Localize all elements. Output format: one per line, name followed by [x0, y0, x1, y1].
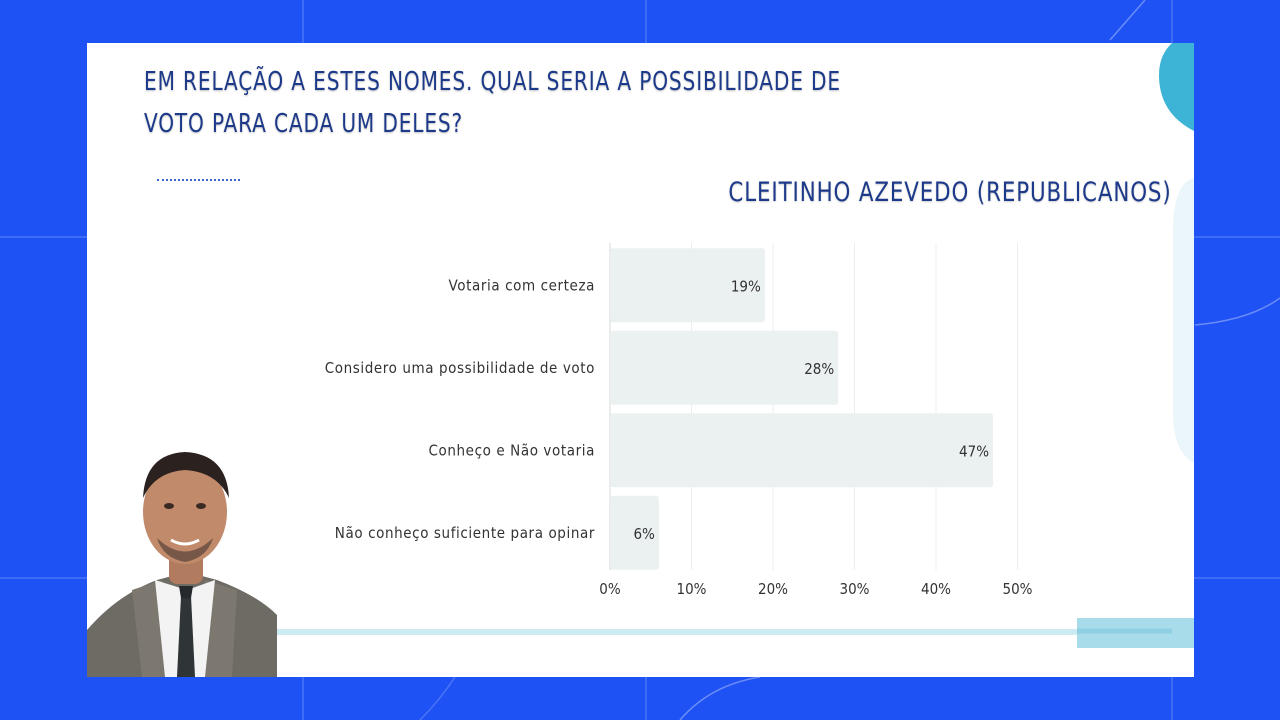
- value-label: 47%: [959, 442, 989, 460]
- person-portrait-icon: [87, 452, 277, 677]
- slide: EM RELAÇÃO A ESTES NOMES. QUAL SERIA A P…: [87, 43, 1194, 677]
- x-tick-label: 30%: [840, 580, 870, 598]
- category-label: Votaria com certeza: [449, 276, 595, 294]
- x-tick-label: 10%: [677, 580, 707, 598]
- value-label: 28%: [804, 360, 834, 378]
- category-label: Conheço e Não votaria: [428, 441, 595, 459]
- x-tick-label: 20%: [758, 580, 788, 598]
- bar: [610, 330, 839, 405]
- category-label: Considero uma possibilidade de voto: [325, 359, 595, 377]
- bar: [610, 248, 765, 323]
- x-tick-label: 50%: [1003, 580, 1033, 598]
- slide-decoration: [277, 43, 1194, 648]
- x-tick-label: 40%: [921, 580, 951, 598]
- slide-title: EM RELAÇÃO A ESTES NOMES. QUAL SERIA A P…: [144, 67, 841, 139]
- category-label: Não conheço suficiente para opinar: [335, 524, 595, 542]
- title-underline: [157, 179, 240, 181]
- bar: [610, 495, 659, 570]
- candidate-name: CLEITINHO AZEVEDO (REPUBLICANOS): [728, 177, 1172, 208]
- value-label: 6%: [633, 525, 655, 543]
- bar: [610, 413, 994, 488]
- x-tick-label: 0%: [599, 580, 621, 598]
- bar-chart: Votaria com certeza 19% Considero uma poss…: [325, 243, 1033, 598]
- value-label: 19%: [731, 277, 761, 295]
